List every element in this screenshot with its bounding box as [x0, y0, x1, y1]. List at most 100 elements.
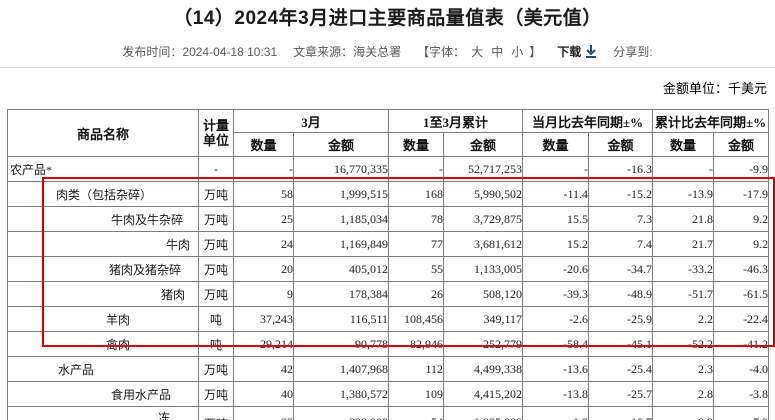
commodity-name: 牛肉及牛杂碎 [7, 206, 199, 232]
unit-cell: 万吨 [198, 356, 234, 382]
cum-yoy-qty: 2.3 [652, 356, 715, 382]
cum-yoy-qty: -33.2 [652, 256, 715, 282]
cum-yoy-qty: -13.9 [652, 181, 715, 207]
march-amount: 399,908 [292, 406, 390, 420]
subheader-qty: 数量 [233, 132, 294, 157]
cum-yoy-amount: -41.2 [713, 331, 770, 357]
table-row: 冻万吨22399,908541,025,880-1.3-16.78.9-7.2 [7, 406, 770, 420]
commodity-name: 猪肉 [7, 281, 199, 307]
march-amount: 1,999,515 [292, 181, 390, 207]
commodity-name: 水产品 [7, 356, 199, 382]
cum-qty: 26 [388, 281, 445, 307]
table-row: 猪肉及猪杂碎 万吨 20 405,012 55 1,133,005 -20.6 -34.7 -3… [7, 256, 770, 282]
publish-time: 发布时间：2024-04-18 10:31 [122, 44, 278, 59]
commodity-name: 肉类（包括杂碎） [7, 181, 199, 207]
unit-cell: 万吨 [198, 281, 234, 307]
march-qty: 22 [233, 406, 294, 420]
march-amount: 90,778 [292, 331, 390, 357]
table-row: 禽肉吨 29,214 90,778 82,946 252,779 -58.4 -45.1 -5… [7, 331, 770, 357]
cum-yoy-qty: 21.8 [652, 206, 715, 232]
cum-amount: 3,681,612 [443, 231, 524, 257]
cum-amount: 349,117 [443, 306, 524, 332]
month-yoy-qty: -13.6 [522, 356, 590, 382]
unit-cell: 万吨 [198, 381, 234, 407]
cum-amount: 4,499,338 [443, 356, 524, 382]
march-amount: 116,511 [292, 306, 390, 332]
march-amount: 1,380,572 [292, 381, 390, 407]
font-size-small[interactable]: 小 [511, 44, 524, 59]
subheader-amount: 金额 [588, 132, 654, 157]
cum-yoy-amount: -61.5 [713, 281, 770, 307]
table-row: 羊肉吨 37,243 116,511 108,456 349,117 -2.6 -25.9 2… [7, 306, 770, 332]
unit-cell: 万吨 [198, 181, 234, 207]
cum-amount: 252,779 [443, 331, 524, 357]
table-row: 水产品 万吨 42 1,407,968 112 4,499,338 -13.6 -25.4 2.… [7, 356, 770, 382]
cum-qty: 109 [388, 381, 445, 407]
march-qty: 25 [233, 206, 294, 232]
subheader-amount: 金额 [443, 132, 524, 157]
download-button[interactable]: 下载 [557, 43, 597, 60]
march-qty: 9 [233, 281, 294, 307]
cum-qty: 78 [388, 206, 445, 232]
cum-amount: 4,415,202 [443, 381, 524, 407]
unit-cell: 万吨 [198, 231, 234, 257]
cum-yoy-amount: 9.2 [713, 231, 770, 257]
march-qty: 58 [233, 181, 294, 207]
cum-yoy-amount: -4.0 [713, 356, 770, 382]
font-size-medium[interactable]: 中 [491, 44, 504, 59]
download-icon [585, 44, 597, 58]
march-qty: 20 [233, 256, 294, 282]
cum-yoy-amount: -7.2 [713, 406, 770, 420]
unit-cell: 吨 [198, 306, 234, 332]
month-yoy-qty: -58.4 [522, 331, 590, 357]
commodity-name: 禽肉 [7, 331, 199, 357]
header-divider [0, 67, 775, 68]
month-yoy-amount: -25.7 [588, 381, 654, 407]
cum-qty: 82,946 [388, 331, 445, 357]
table-body: 农产品* - -16,770,335-52,717,253- -16.3- -9.9 肉类… [7, 156, 770, 420]
subheader-qty: 数量 [522, 132, 590, 157]
commodity-name: 牛肉 [7, 231, 199, 257]
march-qty: - [233, 156, 294, 182]
march-qty: 37,243 [233, 306, 294, 332]
month-yoy-amount: -34.7 [588, 256, 654, 282]
march-qty: 24 [233, 231, 294, 257]
commodity-name: 农产品* [7, 156, 199, 182]
subheader-qty: 数量 [388, 132, 445, 157]
month-yoy-amount: -25.4 [588, 356, 654, 382]
month-yoy-qty: -39.3 [522, 281, 590, 307]
month-yoy-amount: 7.4 [588, 231, 654, 257]
col-header-cum-yoy: 累计比去年同期±% [652, 109, 770, 133]
col-header-unit: 计量 单位 [198, 109, 234, 157]
cum-yoy-qty: - [652, 156, 715, 182]
font-label-close: 】 [529, 44, 542, 59]
cum-qty: 55 [388, 256, 445, 282]
cum-yoy-amount: -22.4 [713, 306, 770, 332]
download-label: 下载 [557, 44, 582, 59]
commodity-table: 商品名称 计量 单位 3月 1至3月累计 当月比去年同期±% 累计比去年同期±% … [7, 109, 770, 420]
font-size-switcher: 【字体： 大 中 小 】 [417, 43, 541, 60]
cum-yoy-qty: 8.9 [652, 406, 715, 420]
march-qty: 40 [233, 381, 294, 407]
cum-yoy-qty: 21.7 [652, 231, 715, 257]
font-size-large[interactable]: 大 [471, 44, 484, 59]
table-row: 肉类（包括杂碎） 万吨 58 1,999,515 168 5,990,502 -11.4 -1… [7, 181, 770, 207]
march-qty: 29,214 [233, 331, 294, 357]
month-yoy-amount: -16.3 [588, 156, 654, 182]
month-yoy-amount: 7.3 [588, 206, 654, 232]
march-amount: 1,169,849 [292, 231, 390, 257]
cum-qty: 54 [388, 406, 445, 420]
commodity-name: 猪肉及猪杂碎 [7, 256, 199, 282]
table-row: 农产品* - -16,770,335-52,717,253- -16.3- -9.9 [7, 156, 770, 182]
meta-bar: 发布时间：2024-04-18 10:31 文章来源：海关总署 【字体： 大 中… [0, 42, 775, 60]
cum-qty: 112 [388, 356, 445, 382]
month-yoy-qty: -13.8 [522, 381, 590, 407]
font-label-open: 【字体： [417, 44, 466, 59]
commodity-name: 羊肉 [7, 306, 199, 332]
month-yoy-qty: -2.6 [522, 306, 590, 332]
unit-cell: 万吨 [198, 256, 234, 282]
share-link[interactable]: 分享到: [613, 44, 653, 59]
commodity-name: 食用水产品 [7, 381, 199, 407]
col-header-name: 商品名称 [7, 109, 199, 157]
